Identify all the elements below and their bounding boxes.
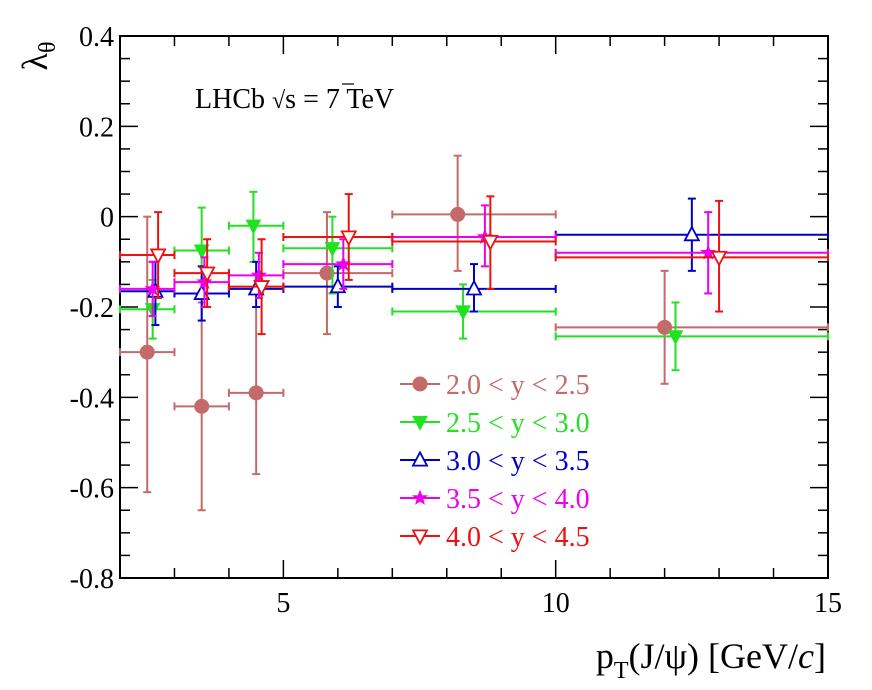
marker-triangle-down-open — [149, 248, 167, 265]
x-axis-title: pT(J/ψ) [GeV/c] — [596, 636, 826, 684]
marker-triangle-down-open — [411, 529, 429, 546]
marker-circle — [194, 398, 210, 414]
x-tick-label: 15 — [814, 588, 842, 619]
marker-triangle-down-open — [710, 250, 728, 267]
marker-star — [250, 266, 267, 283]
marker-triangle-down — [324, 242, 341, 258]
series-group — [119, 197, 829, 327]
series-layer — [119, 154, 829, 512]
legend: 2.0 < y < 2.5 2.5 < y < 3.0 3.0 < y < 3.5 3… — [400, 370, 590, 553]
series-group — [119, 193, 829, 336]
marker-triangle-down-open — [253, 280, 271, 297]
marker-triangle-down-open — [340, 230, 358, 247]
marker-triangle-down — [245, 219, 262, 235]
marker-circle — [319, 265, 335, 281]
y-tick-label: -0.8 — [70, 564, 114, 595]
legend-label: 3.5 < y < 4.0 — [446, 484, 590, 515]
marker-triangle-down-open — [481, 235, 499, 252]
y-tick-label: -0.6 — [70, 474, 114, 505]
marker-circle — [450, 206, 466, 222]
marker-triangle-down — [667, 330, 684, 346]
series-group — [119, 154, 829, 512]
y-tick-label: -0.2 — [70, 293, 114, 324]
marker-triangle-up-open — [465, 279, 483, 296]
y-tick-label: 0.4 — [79, 22, 114, 53]
legend-label: 3.0 < y < 3.5 — [446, 446, 590, 477]
y-tick-label: -0.4 — [70, 383, 114, 414]
marker-circle — [139, 344, 155, 360]
legend-label: 2.0 < y < 2.5 — [446, 370, 590, 401]
legend-label: 2.5 < y < 3.0 — [446, 408, 590, 439]
marker-circle — [248, 385, 264, 401]
marker-triangle-up-open — [411, 450, 429, 467]
x-tick-label: 5 — [276, 588, 290, 619]
marker-triangle-down — [412, 415, 428, 431]
y-tick-label: 0.2 — [79, 112, 114, 143]
experiment-annotation: LHCb √s = 7 TeV — [195, 84, 394, 115]
marker-star — [411, 489, 429, 505]
legend-label: 4.0 < y < 4.5 — [446, 522, 590, 553]
marker-triangle-down — [193, 244, 210, 260]
x-tick-label: 10 — [542, 588, 570, 619]
marker-star — [700, 244, 717, 260]
marker-circle — [412, 376, 428, 392]
y-tick-label: 0 — [100, 203, 114, 234]
marker-triangle-down-open — [198, 266, 216, 283]
marker-star — [196, 273, 213, 289]
tick-labels: 5 10 15 -0.8 -0.6 -0.4 -0.2 0 0.2 0.4 — [70, 22, 842, 619]
marker-triangle-down — [455, 305, 471, 321]
axis-ticks — [119, 35, 829, 579]
y-axis-title: λθ — [15, 42, 61, 71]
marker-triangle-up-open — [683, 225, 701, 242]
